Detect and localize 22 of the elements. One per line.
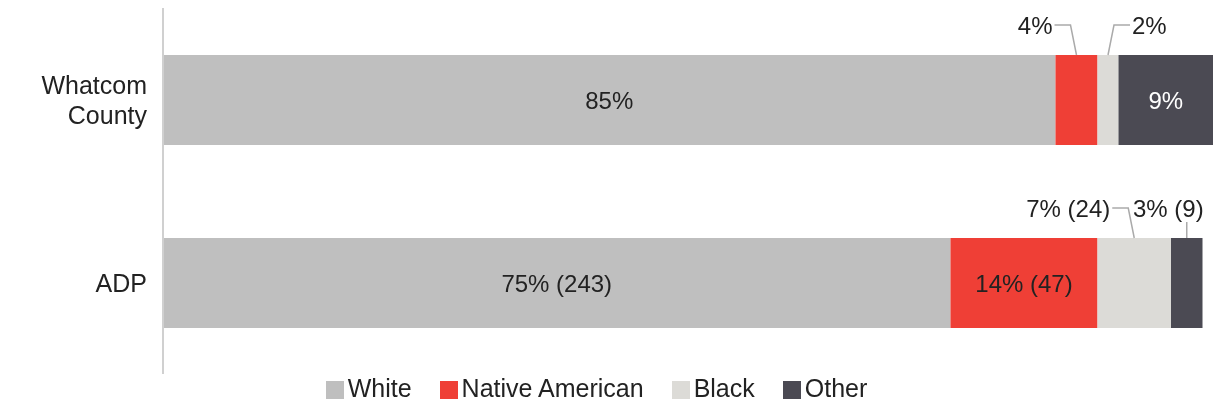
bar xyxy=(1171,238,1203,328)
data-label: 85% xyxy=(585,86,634,114)
y-tick-label: ADP xyxy=(95,268,147,297)
legend-label: Other xyxy=(804,374,868,402)
legend-label: White xyxy=(347,374,412,402)
bar xyxy=(1097,238,1171,328)
data-label: 7% (24) xyxy=(1026,194,1111,222)
data-label: 4% xyxy=(1017,11,1053,39)
data-label: 2% xyxy=(1132,11,1167,39)
bar xyxy=(1055,55,1098,145)
data-label: 14% (47) xyxy=(975,269,1073,297)
bar xyxy=(950,238,1098,328)
bar xyxy=(1097,55,1119,145)
legend-label: Black xyxy=(693,374,755,402)
bar xyxy=(1118,55,1213,145)
y-tick-label: Whatcom County xyxy=(41,70,148,129)
legend-label: Native American xyxy=(461,374,644,402)
bar xyxy=(163,238,951,328)
data-label: 9% xyxy=(1148,86,1184,114)
data-label: 75% (243) xyxy=(501,269,613,297)
bar xyxy=(163,55,1056,145)
data-label: 3% (9) xyxy=(1133,194,1204,222)
